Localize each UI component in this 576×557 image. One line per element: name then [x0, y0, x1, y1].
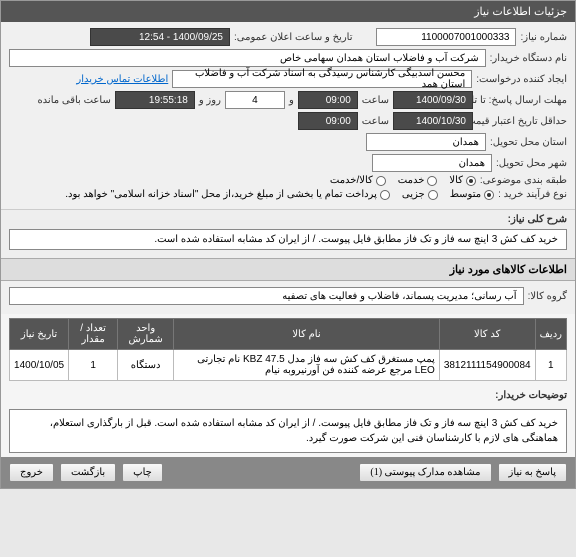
col-qty: تعداد / مقدار — [69, 319, 118, 350]
radio-icon — [427, 176, 437, 186]
cell-row: 1 — [535, 350, 566, 381]
buyer-name-label: نام دستگاه خریدار: — [490, 53, 567, 64]
back-button[interactable]: بازگشت — [60, 463, 116, 482]
req-creator-field: محسن اسدبیگی کارشناس رسیدگی به اسناد شرک… — [172, 70, 472, 88]
respond-button[interactable]: پاسخ به نیاز — [498, 463, 568, 482]
validity-date-field: 1400/10/30 — [393, 112, 473, 130]
col-code: کد کالا — [439, 319, 535, 350]
contact-link[interactable]: اطلاعات تماس خریدار — [76, 74, 168, 85]
button-bar: پاسخ به نیاز مشاهده مدارک پیوستی (1) چاپ… — [1, 457, 575, 488]
group-label: گروه کالا: — [528, 291, 567, 302]
req-no-label: شماره نیاز: — [520, 32, 567, 43]
process-opt-2[interactable]: جزیی — [402, 189, 438, 200]
buyer-note-box: خرید کف کش 3 اینچ سه فاز و تک فاز مطابق … — [9, 409, 567, 453]
province-field: همدان — [366, 133, 486, 151]
time-label-1: ساعت — [362, 95, 389, 106]
items-section: گروه کالا: آب رسانی؛ مدیریت پسماند، فاضل… — [1, 281, 575, 314]
desc-section: شرح کلی نیاز: خرید کف کش 3 اینچ سه فاز و… — [1, 209, 575, 258]
days-left-field: 4 — [225, 91, 285, 109]
deadline-time-field: 09:00 — [298, 91, 358, 109]
announce-date-field: 1400/09/25 - 12:54 — [90, 28, 230, 46]
classify-opt-3[interactable]: کالا/خدمت — [330, 175, 386, 186]
deadline-date-field: 1400/09/30 — [393, 91, 473, 109]
announce-date-label: تاریخ و ساعت اعلان عمومی: — [234, 32, 353, 43]
panel-header: جزئیات اطلاعات نیاز — [1, 1, 575, 22]
process-opt-1[interactable]: متوسط — [450, 189, 494, 200]
cell-code: 3812111154900084 — [439, 350, 535, 381]
cell-date: 1400/10/05 — [10, 350, 69, 381]
time-label-2: ساعت — [362, 116, 389, 127]
col-row: ردیف — [535, 319, 566, 350]
cell-name: پمپ مستغرق کف کش سه فاز مدل KBZ 47.5 نام… — [174, 350, 440, 381]
description-box: خرید کف کش 3 اینچ سه فاز و تک فاز مطابق … — [9, 229, 567, 250]
col-unit: واحد شمارش — [118, 319, 174, 350]
and-label: و — [289, 95, 294, 106]
checkbox-icon — [380, 190, 390, 200]
desc-label: شرح کلی نیاز: — [508, 214, 567, 225]
col-date: تاریخ نیاز — [10, 319, 69, 350]
city-label: شهر محل تحویل: — [496, 158, 567, 169]
items-table-wrap: ردیف کد کالا نام کالا واحد شمارش تعداد /… — [1, 314, 575, 385]
classify-radio-group: کالا خدمت کالا/خدمت — [330, 175, 476, 186]
col-name: نام کالا — [174, 319, 440, 350]
attachments-button[interactable]: مشاهده مدارک پیوستی (1) — [359, 463, 491, 482]
province-label: استان محل تحویل: — [490, 137, 567, 148]
process-radio-group: متوسط جزیی پرداخت تمام یا بخشی از مبلغ خ… — [65, 189, 494, 200]
classify-label: طبقه بندی موضوعی: — [480, 175, 567, 186]
items-table: ردیف کد کالا نام کالا واحد شمارش تعداد /… — [9, 318, 567, 381]
group-field: آب رسانی؛ مدیریت پسماند، فاضلاب و فعالیت… — [9, 287, 524, 305]
process-note-checkbox[interactable]: پرداخت تمام یا بخشی از مبلغ خرید،از محل … — [65, 189, 390, 200]
classify-opt-2[interactable]: خدمت — [398, 175, 438, 186]
radio-icon — [484, 190, 494, 200]
buyer-note-label: توضیحات خریدار: — [495, 390, 567, 401]
city-field: همدان — [372, 154, 492, 172]
radio-icon — [466, 176, 476, 186]
cell-qty: 1 — [69, 350, 118, 381]
exit-button[interactable]: خروج — [9, 463, 54, 482]
items-section-title: اطلاعات کالاهای مورد نیاز — [1, 258, 575, 281]
table-row[interactable]: 1 3812111154900084 پمپ مستغرق کف کش سه ف… — [10, 350, 567, 381]
buyer-name-field: شرکت آب و فاضلاب استان همدان سهامی خاص — [9, 49, 486, 67]
table-header-row: ردیف کد کالا نام کالا واحد شمارش تعداد /… — [10, 319, 567, 350]
radio-icon — [428, 190, 438, 200]
main-panel: جزئیات اطلاعات نیاز شماره نیاز: 11000070… — [0, 0, 576, 489]
req-no-field: 1100007001000333 — [376, 28, 516, 46]
cell-unit: دستگاه — [118, 350, 174, 381]
req-creator-label: ایجاد کننده درخواست: — [476, 74, 567, 85]
time-left-field: 19:55:18 — [115, 91, 195, 109]
validity-time-field: 09:00 — [298, 112, 358, 130]
print-button[interactable]: چاپ — [122, 463, 163, 482]
process-label: نوع فرآیند خرید : — [498, 189, 567, 200]
deadline-label: مهلت ارسال پاسخ: تا تاریخ: تا تاریخ: — [477, 95, 567, 106]
buyer-note-section: توضیحات خریدار: — [1, 385, 575, 405]
radio-icon — [376, 176, 386, 186]
remain-label: ساعت باقی مانده — [37, 95, 110, 106]
days-label: روز و — [199, 95, 221, 106]
validity-label: حداقل تاریخ اعتبار قیمت: تا تاریخ: — [477, 116, 567, 127]
classify-opt-1[interactable]: کالا — [449, 175, 476, 186]
form-section: شماره نیاز: 1100007001000333 تاریخ و ساع… — [1, 22, 575, 209]
header-title: جزئیات اطلاعات نیاز — [474, 6, 567, 18]
